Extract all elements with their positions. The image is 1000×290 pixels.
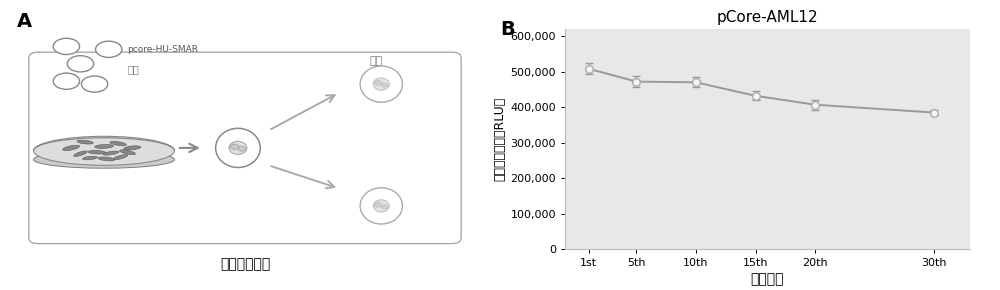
Ellipse shape [216,128,260,167]
Circle shape [381,205,388,209]
Circle shape [238,146,245,151]
Circle shape [230,144,239,149]
Ellipse shape [113,155,128,160]
Text: B: B [500,20,515,39]
Ellipse shape [95,144,113,148]
Circle shape [81,76,108,92]
Circle shape [53,38,80,55]
Ellipse shape [88,151,106,154]
Ellipse shape [63,145,80,151]
Title: pCore-AML12: pCore-AML12 [717,10,818,25]
Circle shape [53,73,80,89]
Ellipse shape [103,151,119,155]
Text: 转染: 转染 [128,65,139,75]
Circle shape [96,41,122,57]
Y-axis label: 发光信号强度（RLU）: 发光信号强度（RLU） [493,97,506,181]
X-axis label: 传代次数: 传代次数 [751,273,784,287]
Ellipse shape [360,188,402,224]
Circle shape [67,56,94,72]
FancyBboxPatch shape [29,52,461,244]
Ellipse shape [34,136,175,165]
Ellipse shape [229,141,247,154]
Ellipse shape [34,151,175,168]
Circle shape [381,83,388,87]
Ellipse shape [98,157,115,161]
Ellipse shape [360,66,402,102]
Ellipse shape [124,146,141,150]
Ellipse shape [373,200,389,212]
Ellipse shape [82,156,97,160]
Ellipse shape [119,150,136,155]
Ellipse shape [110,142,126,146]
Ellipse shape [77,140,93,144]
Ellipse shape [373,78,389,90]
Ellipse shape [74,151,87,157]
Text: 细胞筛选流程: 细胞筛选流程 [220,257,270,271]
Circle shape [374,202,382,207]
Text: A: A [17,12,32,31]
Text: 筛选: 筛选 [370,56,383,66]
Circle shape [374,81,382,85]
Text: pcore-HU-SMAR: pcore-HU-SMAR [128,45,198,54]
